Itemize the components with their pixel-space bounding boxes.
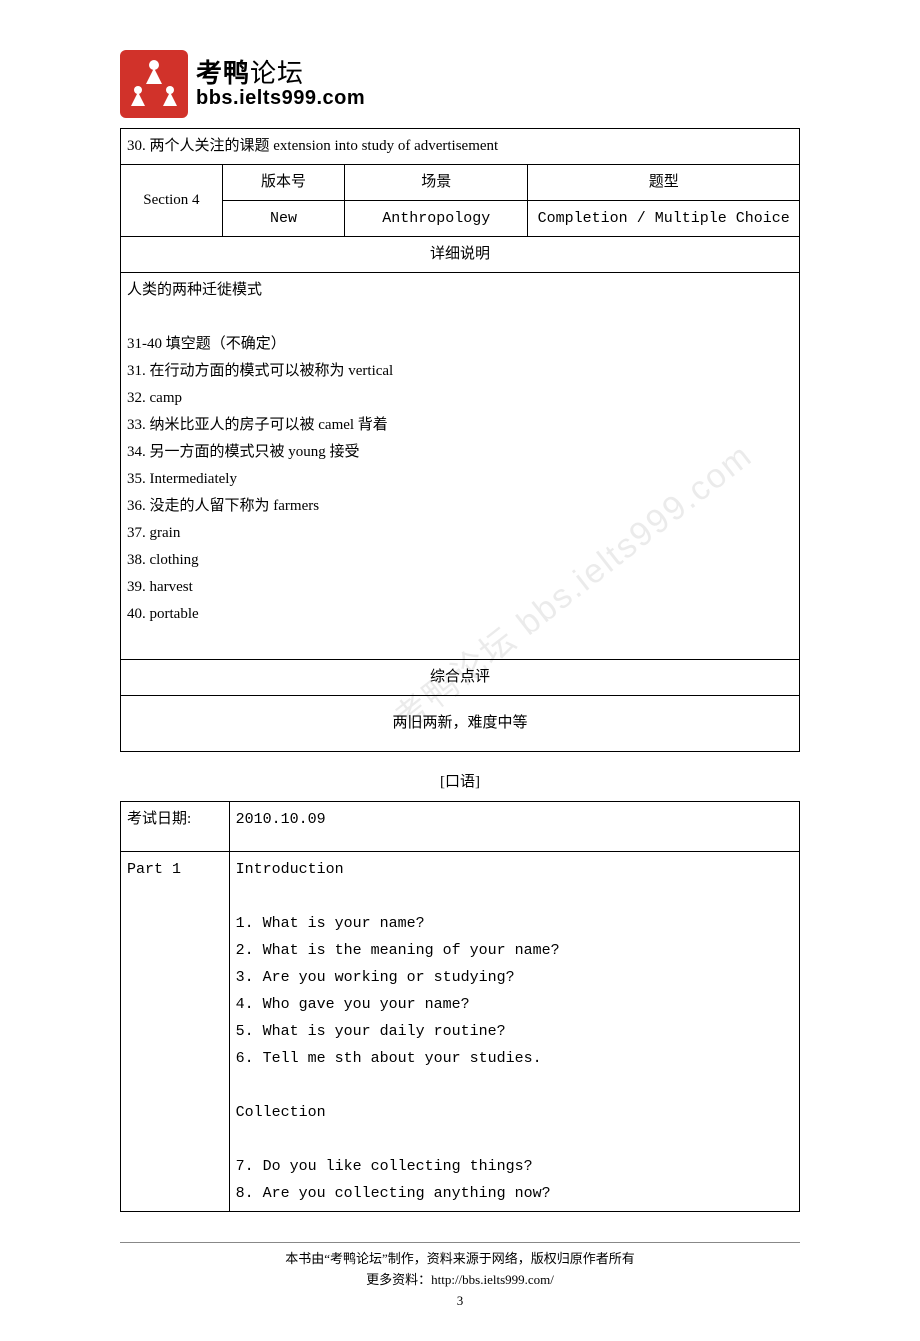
part1-label: Part 1 (121, 852, 230, 1212)
site-logo: 考鸭论坛 bbs.ielts999.com (120, 50, 800, 118)
section4-intro: 人类的两种迁徙模式 (127, 277, 793, 304)
speaking-heading: [口语] (120, 770, 800, 791)
part1-body: Introduction 1. What is your name? 2. Wh… (229, 852, 799, 1212)
intro-q2: 2. What is the meaning of your name? (236, 937, 793, 964)
logo-text-cn: 考鸭论坛 (196, 59, 365, 88)
q30-row: 30. 两个人关注的课题 extension into study of adv… (121, 129, 800, 165)
coll-q7: 7. Do you like collecting things? (236, 1153, 793, 1180)
logo-text-en: bbs.ielts999.com (196, 87, 365, 109)
q34: 34. 另一方面的模式只被 young 接受 (127, 439, 793, 466)
col-type: 题型 (528, 165, 800, 201)
q38: 38. clothing (127, 547, 793, 574)
q32: 32. camp (127, 385, 793, 412)
intro-label: Introduction (236, 856, 793, 883)
val-type: Completion / Multiple Choice (528, 201, 800, 237)
col-scene: 场景 (345, 165, 528, 201)
intro-q1: 1. What is your name? (236, 910, 793, 937)
page-number: 3 (120, 1291, 800, 1312)
fill-label: 31-40 填空题（不确定） (127, 331, 793, 358)
review-text: 两旧两新，难度中等 (121, 696, 800, 752)
q40: 40. portable (127, 601, 793, 628)
q33: 33. 纳米比亚人的房子可以被 camel 背着 (127, 412, 793, 439)
listening-section4-table: 30. 两个人关注的课题 extension into study of adv… (120, 128, 800, 752)
intro-q6: 6. Tell me sth about your studies. (236, 1045, 793, 1072)
intro-q5: 5. What is your daily routine? (236, 1018, 793, 1045)
exam-date-label: 考试日期: (121, 802, 230, 852)
intro-q4: 4. Who gave you your name? (236, 991, 793, 1018)
detail-label: 详细说明 (121, 237, 800, 273)
footer-line2: 更多资料：http://bbs.ielts999.com/ (120, 1270, 800, 1291)
col-version: 版本号 (222, 165, 344, 201)
q39: 39. harvest (127, 574, 793, 601)
q37: 37. grain (127, 520, 793, 547)
speaking-table: 考试日期: 2010.10.09 Part 1 Introduction 1. … (120, 801, 800, 1212)
section4-body: 人类的两种迁徙模式 31-40 填空题（不确定） 31. 在行动方面的模式可以被… (121, 273, 800, 660)
logo-icon (120, 50, 188, 118)
coll-q8: 8. Are you collecting anything now? (236, 1180, 793, 1207)
page-footer: 本书由“考鸭论坛”制作，资料来源于网络，版权归原作者所有 更多资料：http:/… (120, 1242, 800, 1311)
q36: 36. 没走的人留下称为 farmers (127, 493, 793, 520)
footer-line1: 本书由“考鸭论坛”制作，资料来源于网络，版权归原作者所有 (120, 1249, 800, 1270)
val-scene: Anthropology (345, 201, 528, 237)
intro-q3: 3. Are you working or studying? (236, 964, 793, 991)
exam-date-value: 2010.10.09 (229, 802, 799, 852)
q31: 31. 在行动方面的模式可以被称为 vertical (127, 358, 793, 385)
section4-label: Section 4 (121, 165, 223, 237)
collection-label: Collection (236, 1099, 793, 1126)
q35: 35. Intermediately (127, 466, 793, 493)
val-version: New (222, 201, 344, 237)
review-label: 综合点评 (121, 660, 800, 696)
